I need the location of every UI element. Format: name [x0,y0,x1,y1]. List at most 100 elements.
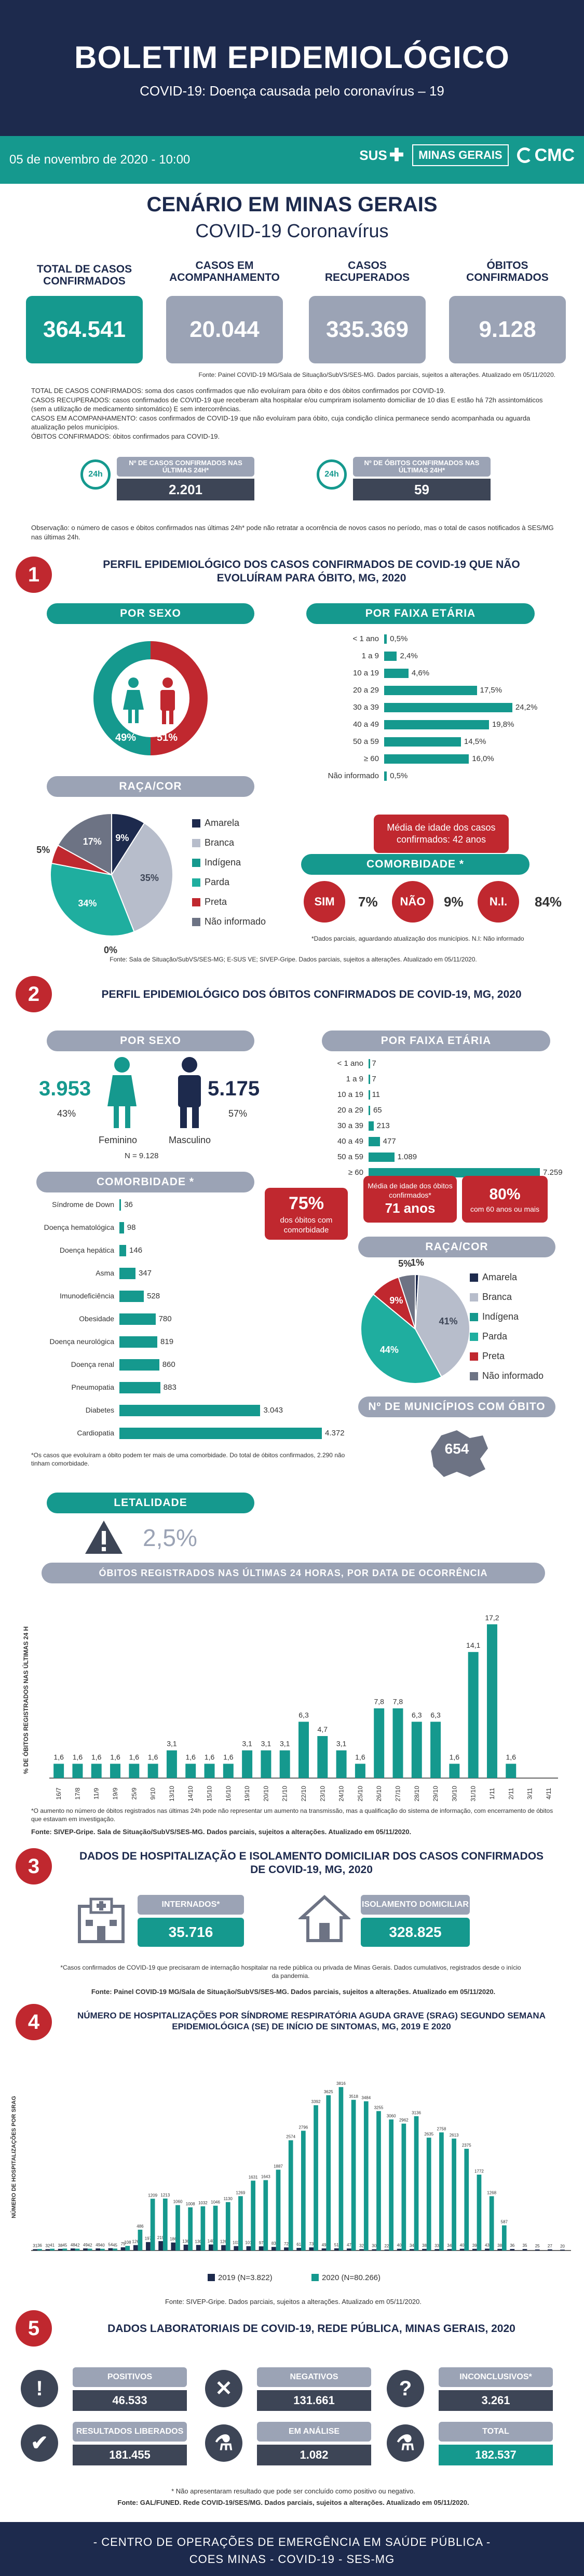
x-tick-label: 28/10 [413,1786,420,1801]
sec2-faixa-label: POR FAIXA ETÁRIA [322,1031,550,1051]
comorb-bar-value: 36 [124,1200,133,1209]
chart2-bar-label: 45 [62,2243,67,2247]
section-3-number: 3 [16,1848,52,1884]
x-tick-label: 4/11 [545,1787,552,1799]
chart1-bar [185,1764,196,1778]
age-label: 20 a 29 [337,1106,363,1115]
chart2-bar [321,2248,327,2250]
chart1-bar [147,1764,158,1778]
chart2-bar-label: 48 [71,2243,75,2247]
chart2-bar-label: 3625 [324,2090,333,2094]
chart2-bar [200,2206,206,2250]
chart1-bar-label: 1,6 [506,1753,517,1761]
pie-slice [360,1293,442,1384]
chart2-bar-label: 136 [182,2239,189,2244]
chart1-bar [468,1652,479,1778]
chart2-bar [183,2244,188,2250]
chart2-bar-label: 101 [245,2241,252,2245]
chart2-bar-label: 36 [510,2243,514,2248]
date-bar: 05 de novembro de 2020 - 10:00 SUS ✚ MIN… [0,136,584,184]
age-bar-value: 477 [383,1137,396,1146]
legend-swatch [470,1332,478,1341]
chart1-bar-label: 6,3 [412,1711,422,1719]
sec2-raca-label: RAÇA/COR [358,1237,555,1257]
age-bar-value: 4,6% [411,669,430,677]
age-bar [369,1106,370,1115]
x-tick-label: 1/11 [488,1787,496,1799]
chart1-source: Fonte: SIVEP-Gripe. Sala de Situação/Sub… [31,1828,412,1836]
chart2-bar-label: 587 [501,2220,508,2225]
chart2-bar [434,2249,440,2250]
legend-swatch [470,1352,478,1361]
sec2-municipios-value: 654 [444,1441,469,1457]
age-bar-value: 7 [372,1075,376,1083]
pie-label: 44% [379,1345,399,1355]
chart2-bar-label: 49 [322,2243,327,2247]
lab-value: 182.537 [439,2445,553,2465]
age-label: 10 a 19 [337,1090,363,1099]
comorb-bar [119,1405,261,1416]
chart1-bar [355,1764,365,1778]
age-label: 1 a 9 [346,1075,363,1083]
sec1-race-pie [50,812,173,937]
chart2-bar [501,2225,507,2250]
chart2-bar [522,2249,527,2250]
cmc-icon [517,147,533,163]
isolamento-value: 328.825 [361,1918,470,1947]
sec2-mean-age-box: Média de idade dos óbitos confirmados* 7… [363,1176,457,1223]
legend-item: Branca [192,837,234,848]
x-tick-label: 15/10 [206,1786,213,1801]
logos: SUS ✚ MINAS GERAIS CMC [359,144,575,166]
x-circle-icon: ✕ [205,2370,242,2407]
footer-line-1: - CENTRO DE OPERAÇÕES DE EMERGÊNCIA EM S… [93,2536,491,2548]
chart2-bar-label: 51 [334,2243,339,2247]
chart2-bar [87,2248,92,2250]
chart2-bar [301,2131,306,2250]
chart2-bar [75,2248,80,2250]
chart2-bar-label: 186 [170,2237,177,2242]
chart2-bar-label: 1060 [173,2200,183,2204]
chart2-bar [548,2249,552,2250]
chart2-bar-label: 30 [372,2244,376,2248]
chart1-bar [506,1764,517,1778]
x-tick-label: 16/7 [55,1787,62,1800]
chart2-bar-label: 22 [384,2244,389,2248]
sec2-male-value: 5.175 [208,1077,260,1100]
legend-item: Preta [192,897,227,907]
legend-item: Branca [470,1292,512,1303]
chart1-bar [110,1764,121,1778]
chart2-bar-label: 2758 [437,2126,446,2131]
age-bar [369,1075,370,1084]
chart2-bar-label: 20 [560,2244,565,2248]
chart2-bar-label: 1631 [249,2175,258,2179]
chart2-bar [146,2242,151,2250]
chart2-bar [45,2249,50,2250]
comorb-label: Doença neurológica [49,1337,114,1346]
section-2-number: 2 [16,976,52,1012]
chart2-bar-label: 3060 [387,2114,396,2119]
cenario-source: Fonte: Painel COVID-19 MG/Sala de Situaç… [198,371,555,378]
chart2-bar-label: 39 [472,2243,477,2248]
card-label: TOTAL DE CASOS CONFIRMADOS [36,263,132,288]
section-1-title: PERFIL EPIDEMIOLÓGICO DOS CASOS CONFIRMA… [103,559,520,585]
chart1-bar-label: 1,6 [53,1753,64,1761]
chart2-bar [37,2249,42,2250]
x-tick-label: 19/9 [112,1787,119,1800]
sec1-female-pct: 49% [115,732,137,743]
definition-line: CASOS RECUPERADOS: casos confirmados de … [31,396,543,413]
chart1-bar [129,1764,140,1778]
chart2-bar [347,2248,351,2250]
legend-label: Preta [482,1351,505,1361]
legend-label: Parda [482,1331,508,1341]
x-tick-label: 3/11 [526,1787,534,1799]
definition-line: CASOS EM ACOMPANHAMENTO: casos confirmad… [31,414,531,431]
age-label: 30 a 39 [337,1121,363,1130]
legend-swatch [470,1372,478,1380]
pie-slice [111,822,173,933]
chart2-bar-label: 2635 [424,2132,433,2137]
chart1-bar [336,1750,347,1778]
comorb-bar [119,1268,135,1279]
legend-swatch [192,838,200,847]
chart2-bar [263,2180,268,2250]
